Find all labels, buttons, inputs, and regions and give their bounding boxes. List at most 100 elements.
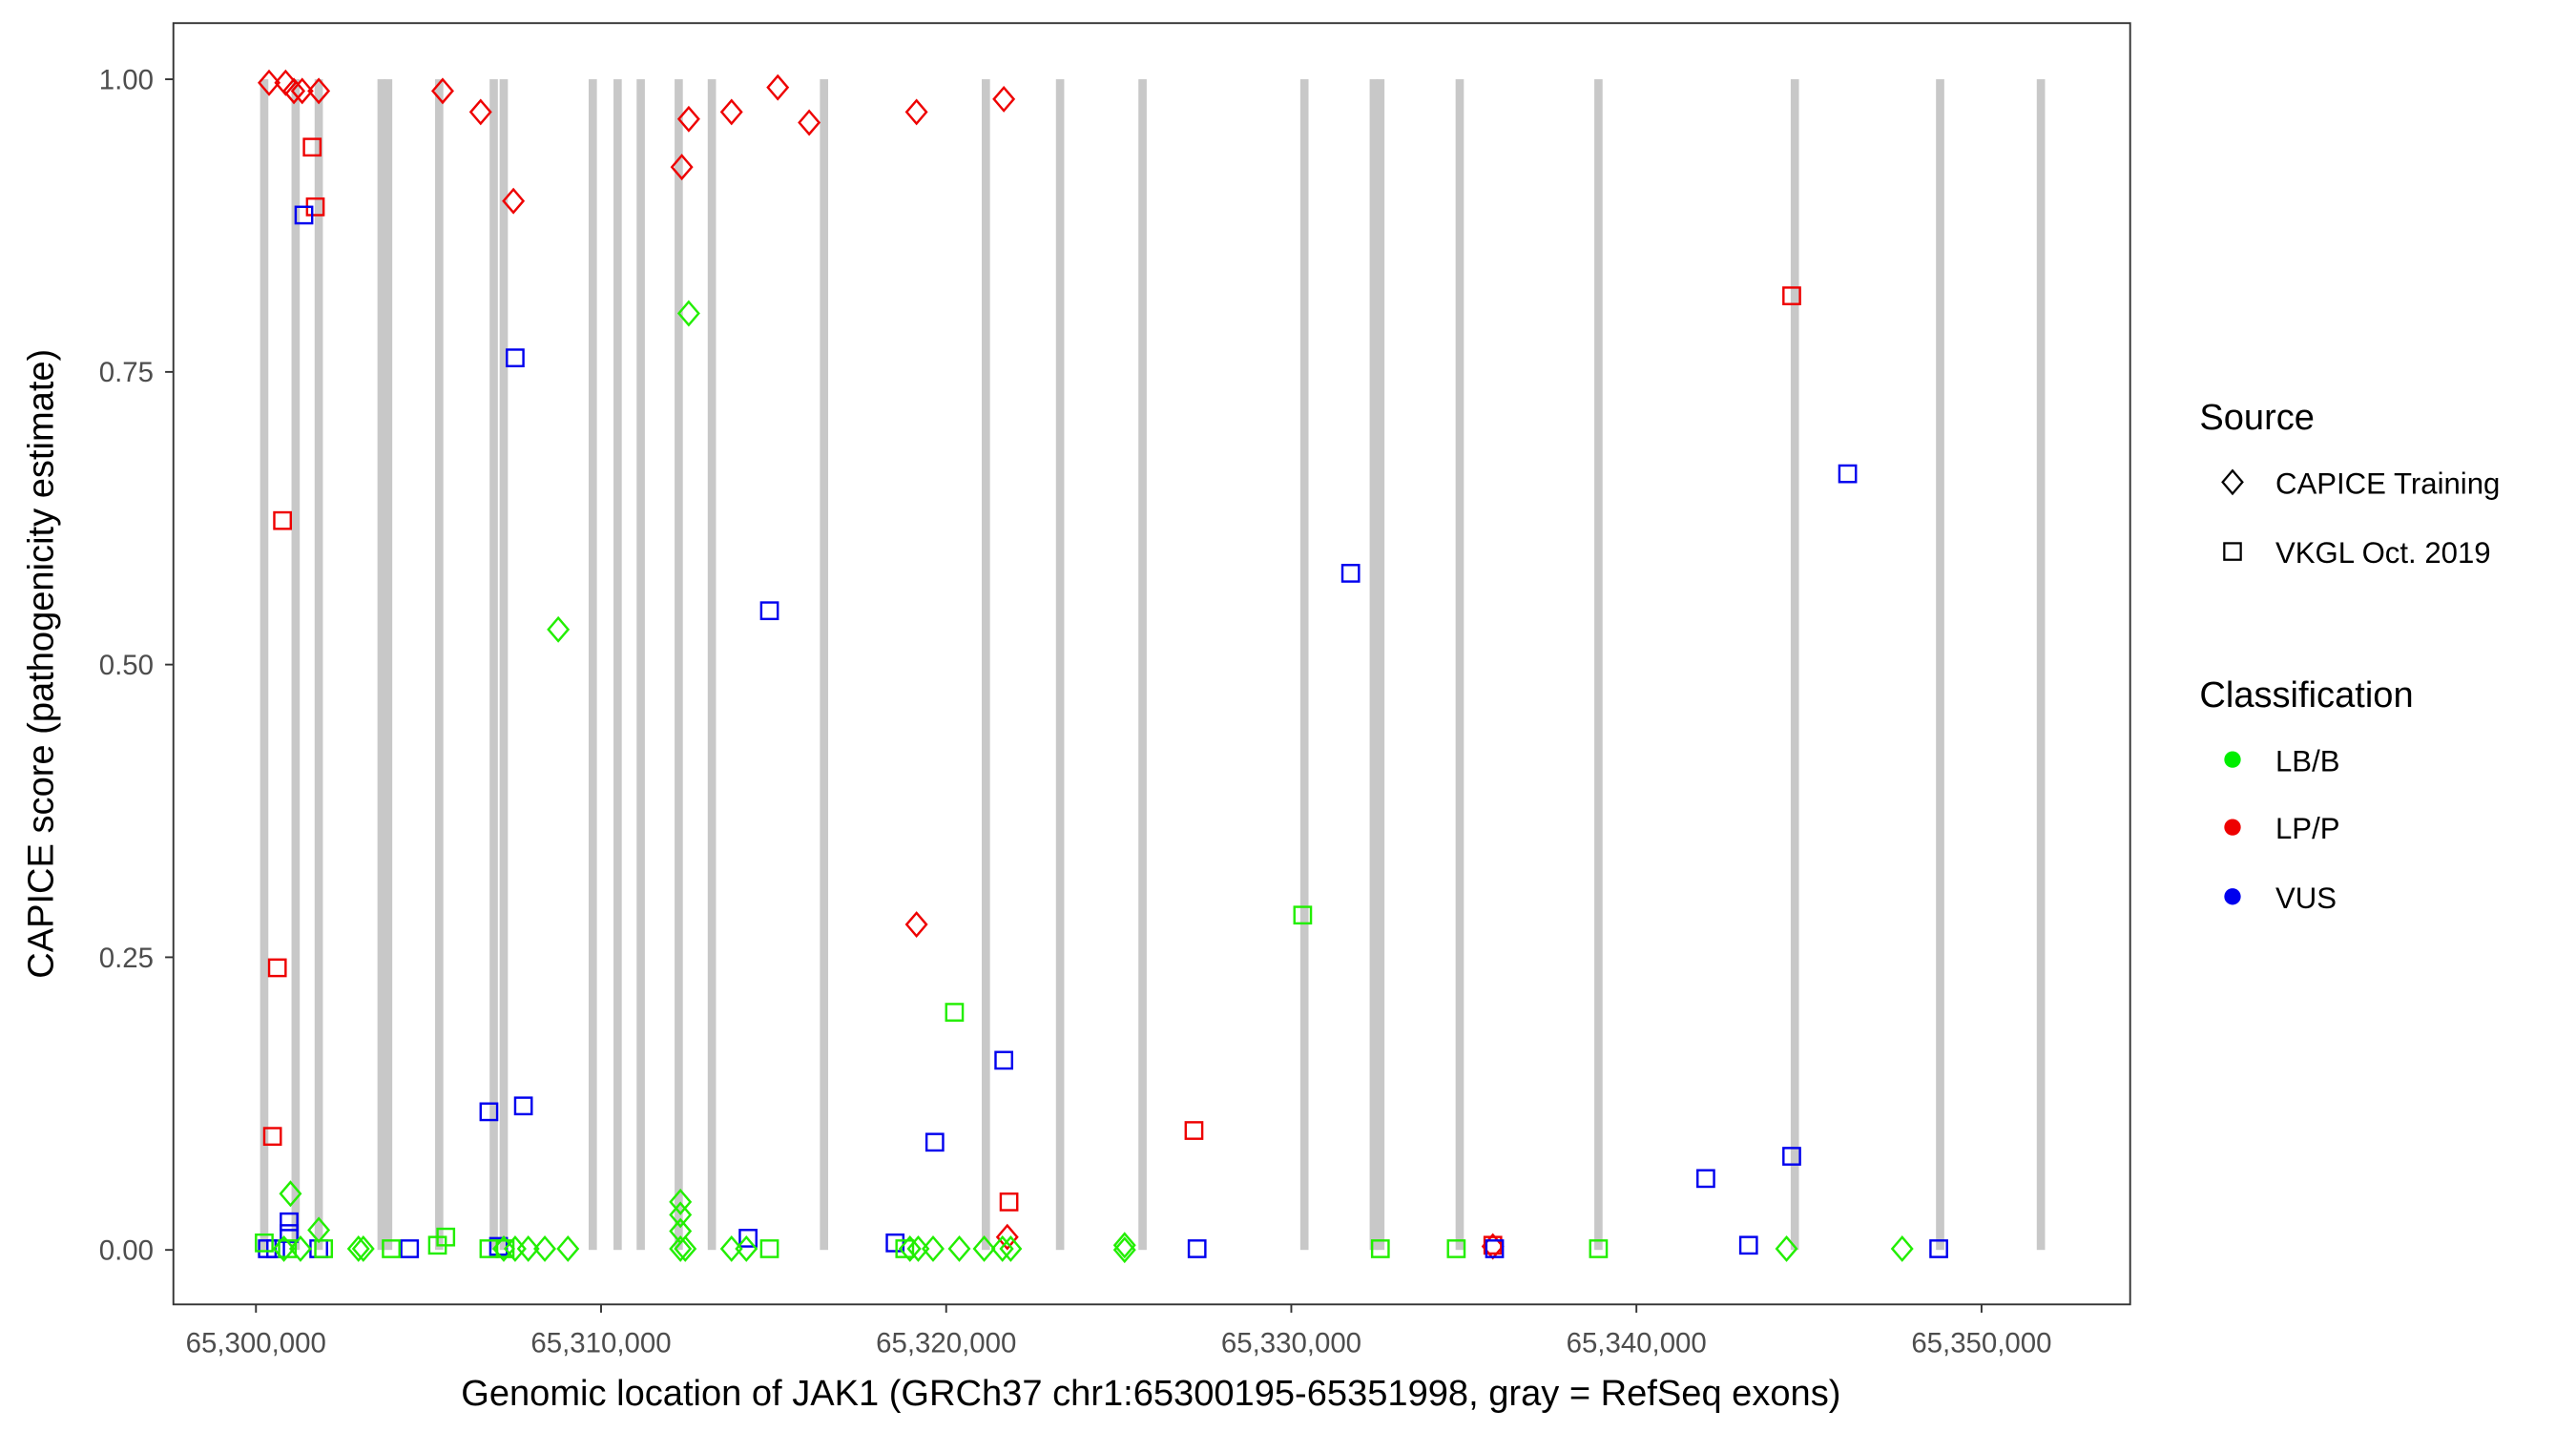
data-point-diamond [272,1234,296,1262]
data-point-diamond [547,615,571,643]
data-point-diamond [1112,1232,1136,1259]
data-point-diamond [533,1234,557,1262]
data-points [255,69,1948,1264]
data-point-diamond [990,1234,1014,1262]
exon-bar [384,79,393,1251]
exon-bar [1594,79,1603,1251]
data-point-diamond [676,105,700,133]
data-point-square [759,1239,779,1258]
data-point-square [1184,1121,1204,1140]
legend-square-icon [2223,542,2242,561]
data-point-square [1483,1235,1503,1255]
y-tick-label: 0.75 [99,357,154,388]
x-axis: 65,300,000 65,310,000 65,320,000 65,330,000… [186,1304,2052,1358]
x-tick-label: 65,330,000 [1221,1327,1361,1358]
data-point-square [266,1239,285,1258]
data-point-diamond [719,1234,743,1262]
exon-bar [1790,79,1799,1251]
data-point-diamond [288,1234,312,1262]
data-point-square [1370,1239,1390,1258]
legend: Source CAPICE Training VKGL Oct. 2019 Cl… [2199,398,2500,915]
legend-label-lbb: LB/B [2275,744,2340,778]
data-point-square [1187,1239,1207,1258]
data-point-diamond [502,187,526,215]
data-point-diamond [922,1234,945,1262]
data-point-diamond [674,1234,697,1262]
exon-bar [435,79,444,1251]
exon-bar [499,79,509,1251]
exon-bar [314,79,323,1251]
y-tick-label: 1.00 [99,64,154,95]
data-point-square [302,137,322,157]
exon-bar [1936,79,1944,1251]
data-point-diamond [282,77,306,105]
data-point-diamond [556,1234,580,1262]
y-tick-label: 0.50 [99,650,154,681]
data-point-diamond [904,98,928,126]
data-point-diamond [516,1234,540,1262]
data-point-diamond [906,1234,930,1262]
data-point-diamond [669,1234,693,1262]
exon-bar [377,79,386,1251]
data-point-diamond [735,1234,758,1262]
data-point-square [1929,1239,1948,1258]
legend-diamond-icon [2221,468,2244,496]
exon-bar [1299,79,1309,1251]
data-point-square [294,205,314,225]
legend-vus-dot-icon [2224,888,2241,905]
data-point-square [924,1132,945,1152]
data-point-square [738,1229,758,1248]
data-point-diamond [676,300,700,327]
data-point-square [1446,1239,1466,1258]
data-point-diamond [430,77,454,105]
x-axis-title: Genomic location of JAK1 (GRCh37 chr1:65… [461,1374,1840,1414]
exon-bar [707,79,717,1251]
exon-bar [982,79,990,1251]
exon-bar [588,79,597,1251]
data-point-square [262,1127,282,1147]
data-point-diamond [258,69,280,96]
legend-label-vkgl: VKGL Oct. 2019 [2275,536,2491,570]
data-point-diamond [279,1180,302,1208]
exon-bar [2036,79,2046,1251]
data-point-square [278,1239,298,1258]
legend-label-lpp: LP/P [2275,812,2340,845]
data-point-square [1696,1169,1715,1189]
y-axis-title: CAPICE score (pathogenicity estimate) [21,349,61,979]
exon-bar [260,79,269,1251]
legend-title-classification: Classification [2199,675,2413,716]
data-point-diamond [1775,1234,1798,1262]
data-point-diamond [290,77,314,105]
legend-lpp-dot-icon [2224,819,2241,836]
y-tick-label: 0.00 [99,1235,154,1267]
data-point-square [1782,1147,1801,1166]
legend-title-source: Source [2199,398,2315,438]
data-point-square [999,1192,1019,1212]
data-point-diamond [669,1201,693,1229]
x-tick-label: 65,320,000 [876,1327,1016,1358]
data-point-square [994,1050,1014,1070]
data-point-diamond [995,1223,1019,1251]
data-point-diamond [719,98,743,126]
exon-bar [1369,79,1379,1251]
legend-label-vus: VUS [2275,881,2337,915]
exon-bar [1055,79,1065,1251]
data-point-square [1293,905,1313,925]
data-point-diamond [898,1234,922,1262]
exon-bars [260,79,2046,1251]
data-point-diamond [351,1234,375,1262]
data-point-square [273,510,292,530]
data-point-diamond [947,1234,971,1262]
x-tick-label: 65,300,000 [186,1327,326,1358]
data-point-diamond [346,1234,370,1262]
data-point-diamond [766,73,790,101]
exon-bar [1455,79,1465,1251]
exon-bar [1138,79,1147,1251]
data-point-square [280,1212,299,1232]
data-point-square [382,1239,401,1258]
data-point-diamond [972,1234,996,1262]
data-point-square [495,1239,515,1258]
data-point-diamond [798,109,821,136]
